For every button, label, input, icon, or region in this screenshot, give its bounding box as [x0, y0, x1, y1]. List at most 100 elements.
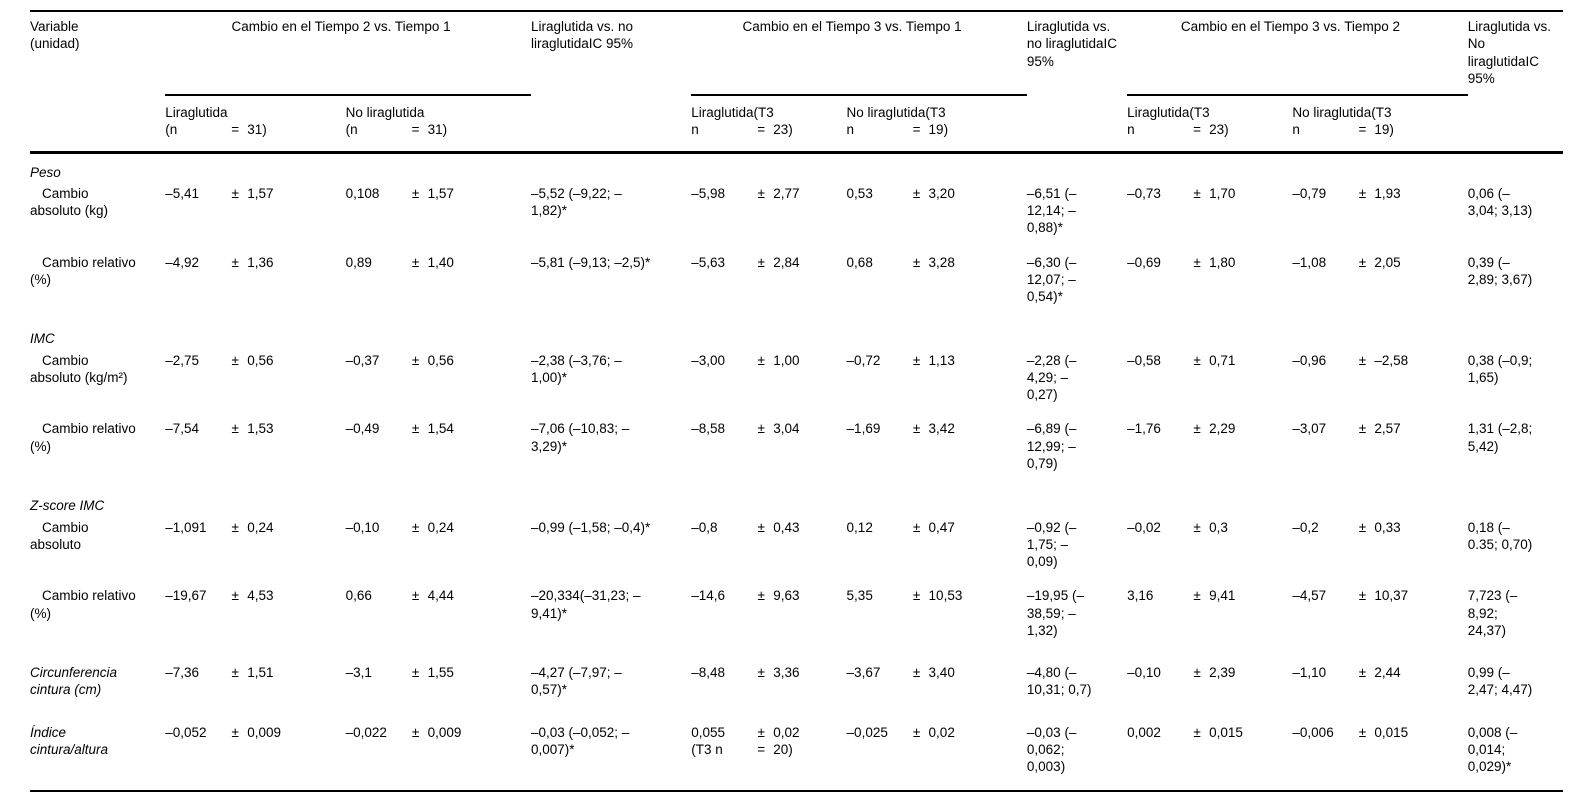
measure-cell: –0,58 ±0,71 — [1127, 350, 1292, 419]
measure-cell: –4,92 ±1,36 — [165, 252, 345, 321]
value: –1,091 — [165, 519, 207, 535]
std-error: 0,56 — [427, 352, 454, 368]
ci-cell: 1,31 (–2,8; 5,42) — [1468, 418, 1563, 487]
std-error: 1,51 — [247, 665, 274, 681]
std-error: 2,05 — [1374, 254, 1401, 270]
measure-cell: –3,67 ±3,40 — [847, 654, 1027, 714]
value: –4,92 — [165, 254, 200, 270]
measurement: –0,37 ±0,56 — [346, 352, 521, 369]
ci-text: 1,31 (–2,8; 5,42) — [1467, 421, 1533, 454]
measurement: –0,022 ±0,009 — [346, 724, 521, 741]
ci-text: –4,27 (–7,97; –0,57)* — [530, 665, 622, 698]
measurement: –1,69 ±3,42 — [847, 420, 1017, 437]
value: –0,58 — [1127, 352, 1161, 368]
ci-cell: 0,008 (–0,014; 0,029)* — [1468, 714, 1563, 792]
std-error: 3,04 — [773, 421, 800, 437]
ci-cell: 0,38 (–0,9; 1,65) — [1468, 350, 1563, 419]
row-label: Cambio relativo (%) — [30, 418, 165, 487]
plus-minus-sign: ± — [757, 352, 765, 368]
measure-cell: 0,66 ±4,44 — [346, 585, 531, 654]
plus-minus-sign: ± — [757, 665, 765, 681]
measurement: 0,002 ±0,015 — [1127, 724, 1282, 741]
row-label: Cambio absoluto (kg/m²) — [30, 350, 165, 419]
plus-minus-sign: ± — [757, 185, 765, 201]
value: –1,76 — [1127, 421, 1161, 437]
ci-text: –19,95 (–38,59; –1,32) — [1026, 588, 1084, 638]
ci-text: –20,334(–31,23; –9,41)* — [530, 588, 641, 621]
measurement: 0,53 ±3,20 — [847, 185, 1017, 202]
plus-minus-sign: ± — [231, 254, 239, 270]
table-row: Índice cintura/altura –0,052 ±0,009 –0,022 ±… — [30, 714, 1563, 792]
measure-cell: –0,2 ±0,33 — [1292, 517, 1467, 586]
std-error: 0,47 — [928, 519, 955, 535]
measurement: 0,68 ±3,28 — [847, 254, 1017, 271]
section-label: IMC — [30, 331, 55, 347]
variable-column-header: Variable (unidad) — [30, 19, 80, 52]
measurement: –0,8 ±0,43 — [691, 519, 836, 536]
ci-text: –0,99 (–1,58; –0,4)* — [530, 519, 651, 535]
plus-minus-sign: ± — [1358, 185, 1367, 201]
subgroup-header: No liraglutida (n = 31) — [345, 105, 448, 138]
measure-cell: 0,53 ±3,20 — [847, 183, 1027, 252]
measure-cell: –3,1 ±1,55 — [346, 654, 531, 714]
measurement: –0,006 ±0,015 — [1292, 724, 1457, 741]
section-label: Peso — [30, 164, 61, 180]
sample-note: (T3 n = 20) — [691, 741, 836, 758]
row-label-text: Cambio relativo (%) — [30, 421, 136, 454]
ci-text: –6,89 (–12,99; –0,79) — [1026, 421, 1077, 471]
measure-cell: 0,12 ±0,47 — [847, 517, 1027, 586]
measurement: –3,67 ±3,40 — [847, 664, 1017, 681]
std-error: 1,55 — [427, 665, 454, 681]
value: –5,41 — [165, 185, 200, 201]
section-row: IMC — [30, 320, 1563, 349]
ci-text: –0,03 (–0,062; 0,003) — [1026, 724, 1077, 775]
measure-cell: –0,02 ±0,3 — [1127, 517, 1292, 586]
plus-minus-sign: ± — [231, 185, 239, 201]
std-error: 4,44 — [427, 588, 454, 604]
ci-cell: –20,334(–31,23; –9,41)* — [531, 585, 691, 654]
measurement: –1,08 ±2,05 — [1292, 254, 1457, 271]
plus-minus-sign: ± — [1358, 254, 1367, 270]
measure-cell: –1,76 ±2,29 — [1127, 418, 1292, 487]
measurement: –2,75 ±0,56 — [165, 352, 335, 369]
value: –4,57 — [1292, 588, 1327, 604]
measurement: –0,10 ±2,39 — [1127, 664, 1282, 681]
ci-text: –6,30 (–12,07; –0,54)* — [1026, 254, 1077, 305]
value: –3,67 — [846, 665, 881, 681]
subgroup-header: No liraglutida(T3 n = 19) — [846, 105, 949, 138]
value: –0,2 — [1292, 519, 1319, 535]
measure-cell: 0,002 ±0,015 — [1127, 714, 1292, 792]
value: 0,89 — [345, 254, 372, 270]
value: –14,6 — [691, 588, 726, 604]
row-label-text: Circunferencia cintura (cm) — [30, 665, 118, 698]
measurement: –0,49 ±1,54 — [346, 420, 521, 437]
std-error: 4,53 — [247, 588, 274, 604]
plus-minus-sign: ± — [912, 185, 921, 201]
std-error: 1,54 — [427, 421, 454, 437]
value: –5,63 — [691, 254, 726, 270]
value: –0,10 — [345, 519, 380, 535]
plus-minus-sign: ± — [1193, 519, 1201, 535]
measurement: –8,48 ±3,36 — [691, 664, 836, 681]
value: 0,53 — [846, 185, 873, 201]
std-error: 3,40 — [928, 665, 955, 681]
std-error: 10,37 — [1374, 588, 1409, 604]
measurement: 0,66 ±4,44 — [346, 587, 521, 604]
value: 0,108 — [345, 185, 380, 201]
value: –3,07 — [1292, 421, 1327, 437]
ci-column-header-1: Liraglutida vs. no liraglutidaIC 95% — [530, 19, 634, 52]
ci-cell: 7,723 (–8,92; 24,37) — [1468, 585, 1563, 654]
measure-cell: –1,091 ±0,24 — [165, 517, 345, 586]
std-error: 0,33 — [1374, 519, 1401, 535]
row-label-text: Cambio absoluto — [30, 519, 89, 552]
ci-text: 0,06 (–3,04; 3,13) — [1467, 185, 1533, 219]
group-header-t3-vs-t2: Cambio en el Tiempo 3 vs. Tiempo 2 — [1127, 11, 1468, 96]
ci-text: –2,28 (–4,29; –0,27) — [1026, 352, 1077, 403]
value: –0,006 — [1292, 724, 1334, 740]
measure-cell: –0,49 ±1,54 — [346, 418, 531, 487]
plus-minus-sign: ± — [757, 421, 765, 437]
value: –0,37 — [345, 352, 380, 368]
plus-minus-sign: ± — [411, 588, 420, 604]
measurement: –0,02 ±0,3 — [1127, 519, 1282, 536]
measure-cell: –0,73 ±1,70 — [1127, 183, 1292, 252]
